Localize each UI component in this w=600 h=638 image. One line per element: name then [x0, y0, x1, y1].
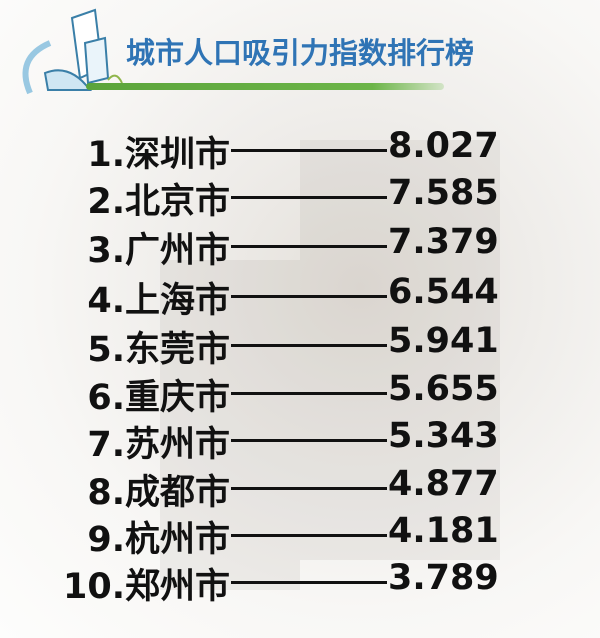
city-name: 2.北京市	[87, 182, 230, 222]
city-name: 10.郑州市	[62, 567, 230, 607]
leader-line	[231, 245, 387, 248]
ranking-row: 1.深圳市 8.027	[0, 126, 600, 175]
ranking-row: 10.郑州市 3.789	[0, 558, 600, 607]
leader-line	[231, 439, 387, 442]
city-name: 7.苏州市	[87, 425, 230, 465]
index-value: 6.544	[388, 272, 499, 312]
city-name: 6.重庆市	[87, 378, 230, 418]
ranking-row: 7.苏州市 5.343	[0, 416, 600, 465]
index-value: 5.941	[388, 321, 499, 361]
index-value: 8.027	[388, 126, 499, 166]
index-value: 7.585	[388, 173, 499, 213]
city-name: 4.上海市	[87, 281, 230, 321]
city-name: 1.深圳市	[87, 135, 230, 175]
index-value: 7.379	[388, 222, 499, 262]
ranking-row: 5.东莞市 5.941	[0, 321, 600, 370]
index-value: 4.181	[388, 511, 499, 551]
leader-line	[231, 487, 387, 490]
leader-line	[231, 581, 387, 584]
ranking-row: 3.广州市 7.379	[0, 222, 600, 271]
city-buildings-logo-icon	[22, 8, 123, 95]
ranking-row: 2.北京市 7.585	[0, 173, 600, 222]
leader-line	[231, 534, 387, 537]
city-name: 5.东莞市	[87, 330, 230, 370]
ranking-row: 4.上海市 6.544	[0, 272, 600, 321]
index-value: 5.655	[388, 369, 499, 409]
leader-line	[231, 344, 387, 347]
leader-line	[231, 392, 387, 395]
background-sketch	[300, 140, 500, 560]
ranking-row: 9.杭州市 4.181	[0, 511, 600, 560]
index-value: 3.789	[388, 558, 499, 598]
ranking-row: 6.重庆市 5.655	[0, 369, 600, 418]
ranking-row: 8.成都市 4.877	[0, 464, 600, 513]
city-name: 8.成都市	[87, 473, 230, 513]
page-title: 城市人口吸引力指数排行榜	[126, 36, 475, 70]
leader-line	[231, 149, 387, 152]
title-underline-bar	[86, 83, 444, 90]
leader-line	[231, 295, 387, 298]
index-value: 5.343	[388, 416, 499, 456]
city-name: 9.杭州市	[87, 520, 230, 560]
index-value: 4.877	[388, 464, 499, 504]
city-name: 3.广州市	[87, 231, 230, 271]
leader-line	[231, 196, 387, 199]
